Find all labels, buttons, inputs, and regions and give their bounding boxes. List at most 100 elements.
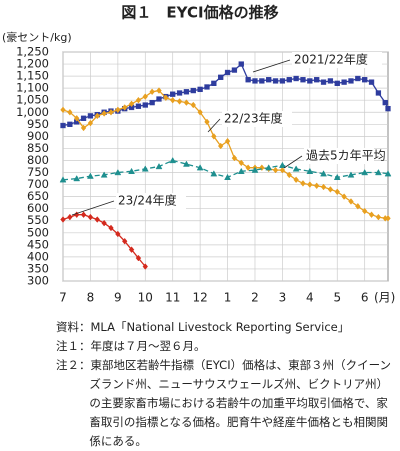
marker [80, 115, 87, 121]
marker [60, 122, 66, 129]
marker [211, 133, 217, 140]
note: 注２：東部地区若齢牛指標（EYCI）価格は、東部３州（クイーンズランド州、ニュー… [56, 358, 392, 448]
marker [196, 164, 204, 171]
callout-bg [292, 52, 382, 68]
marker [237, 167, 245, 174]
marker [121, 104, 128, 111]
y-tick-label: 650 [27, 189, 49, 203]
marker [149, 88, 155, 96]
marker [197, 86, 203, 93]
marker [334, 80, 340, 86]
chart-title: 図１ EYCI価格の推移 [121, 4, 278, 22]
marker [176, 98, 183, 105]
marker [80, 124, 87, 132]
y-tick-label: 600 [27, 201, 49, 215]
x-tick-label: 7 [59, 291, 67, 305]
marker [320, 183, 327, 191]
x-tick-label: 2 [251, 291, 259, 305]
marker [73, 114, 80, 122]
marker [286, 171, 292, 179]
marker [108, 108, 114, 116]
marker [108, 224, 114, 232]
series-label: 2021/22年度 [294, 52, 368, 67]
marker [183, 89, 190, 95]
marker [231, 67, 238, 73]
marker [59, 176, 67, 183]
marker [313, 182, 320, 190]
marker [300, 180, 306, 187]
marker [204, 84, 210, 90]
marker [190, 87, 196, 94]
marker [142, 93, 149, 100]
marker [224, 173, 231, 180]
marker [368, 211, 375, 219]
marker [141, 165, 149, 172]
marker [224, 69, 231, 76]
marker [300, 77, 306, 83]
marker [155, 162, 163, 170]
marker [384, 170, 392, 177]
marker [190, 101, 196, 109]
marker [320, 79, 327, 85]
marker [176, 90, 183, 96]
plot-area [62, 51, 389, 282]
callout-line [283, 155, 303, 169]
marker [80, 211, 87, 219]
marker [87, 113, 94, 119]
marker [362, 77, 368, 83]
marker [183, 99, 190, 106]
y-tick-label: 550 [27, 213, 49, 227]
marker [182, 160, 190, 167]
marker [115, 106, 121, 114]
marker [135, 103, 142, 109]
marker [238, 159, 244, 167]
y-tick-label: 800 [27, 153, 49, 167]
marker [94, 112, 101, 120]
marker [385, 105, 391, 112]
marker [259, 164, 265, 171]
marker [320, 170, 327, 177]
x-tick-label: 11 [165, 291, 180, 305]
marker [211, 80, 217, 86]
marker [347, 171, 355, 178]
marker [101, 110, 107, 117]
marker [314, 77, 320, 83]
y-tick-label: 1,000 [16, 105, 49, 119]
marker [307, 78, 313, 84]
marker [278, 161, 286, 168]
marker [327, 78, 334, 84]
marker [307, 181, 313, 188]
marker [355, 202, 361, 210]
marker [142, 263, 149, 270]
marker [218, 74, 224, 80]
marker [163, 94, 169, 102]
x-tick-label: 9 [114, 291, 122, 305]
marker [217, 142, 224, 150]
marker [245, 164, 251, 171]
marker [375, 213, 382, 221]
marker [128, 246, 135, 253]
marker [67, 121, 73, 127]
marker [204, 118, 210, 126]
marker [87, 119, 94, 127]
y-tick-label: 1,250 [16, 45, 49, 59]
series-label: 22/23年度 [224, 111, 283, 126]
marker [67, 213, 73, 221]
marker [341, 79, 347, 85]
marker [361, 207, 368, 215]
marker [382, 99, 388, 106]
marker [156, 96, 162, 102]
marker [114, 169, 122, 176]
y-tick-label: 850 [27, 141, 49, 155]
marker [238, 61, 244, 67]
marker [272, 78, 279, 84]
callout-line [207, 118, 221, 133]
y-tick-label: 350 [27, 261, 49, 275]
marker [361, 169, 369, 176]
y-tick-label: 500 [27, 225, 49, 239]
marker [286, 77, 292, 83]
marker [279, 78, 286, 84]
callout-line [252, 59, 291, 73]
series-label: 過去5カ年平均 [306, 149, 386, 163]
marker [73, 175, 81, 182]
